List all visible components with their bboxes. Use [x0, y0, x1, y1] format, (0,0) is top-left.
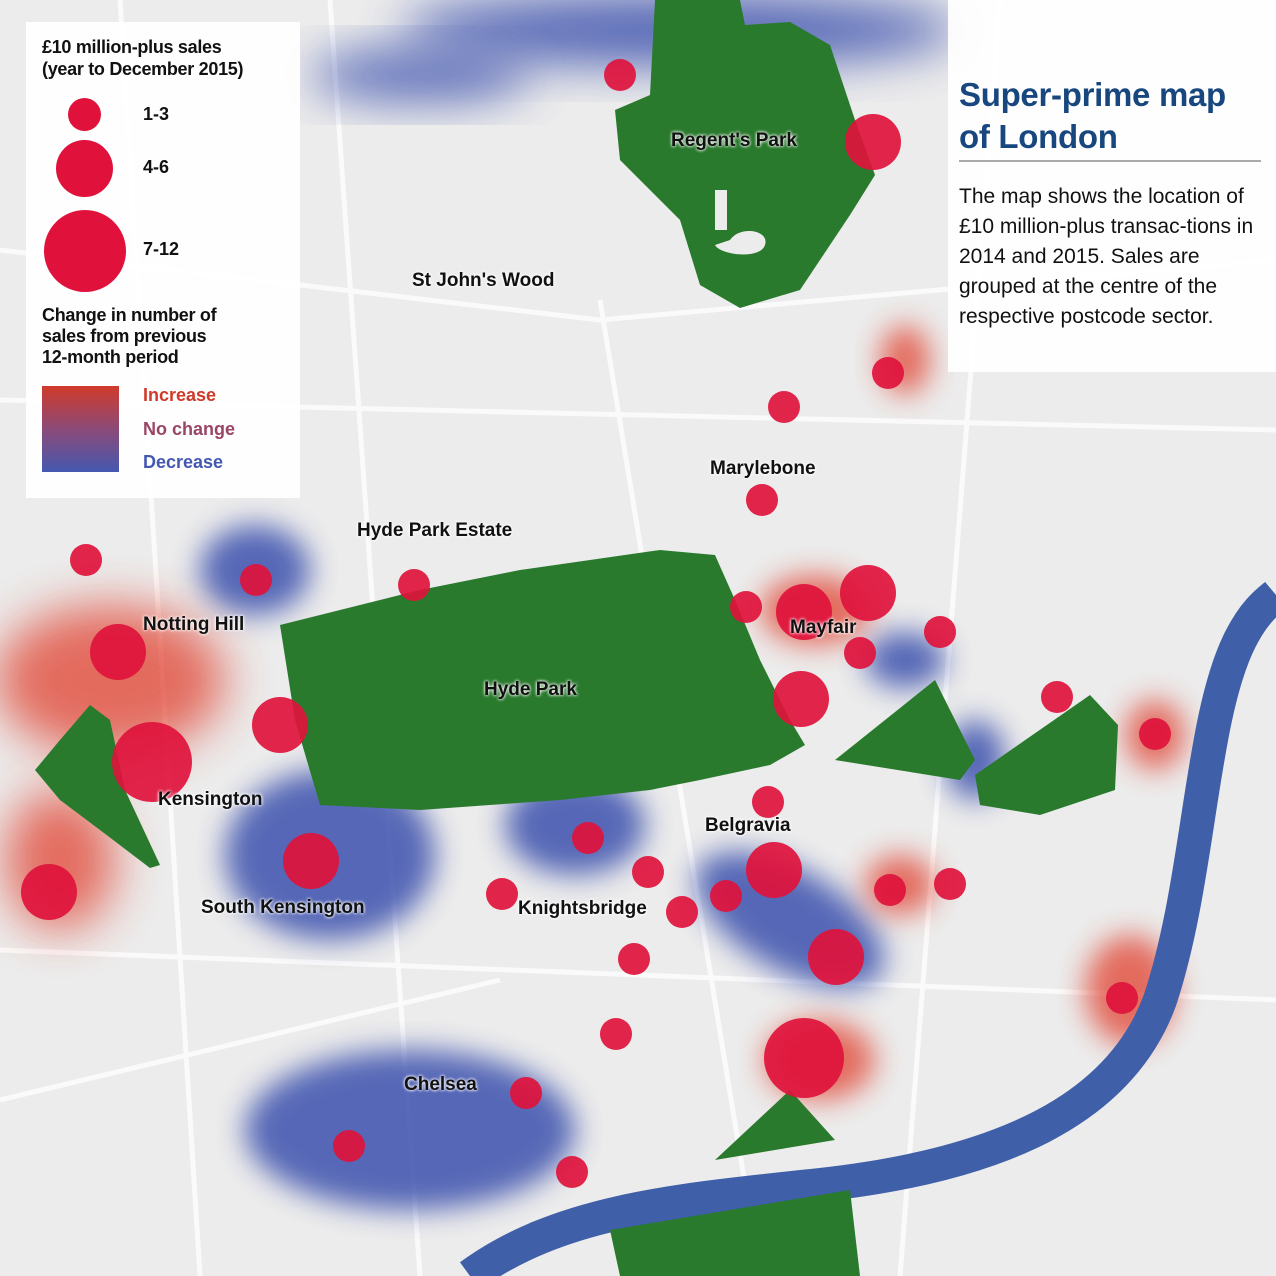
marker-small — [240, 564, 272, 596]
marker-medium — [746, 842, 802, 898]
legend-change-title-3: 12-month period — [42, 347, 179, 367]
battersea-park — [610, 1190, 860, 1276]
description: The map shows the location of £10 millio… — [959, 185, 1254, 328]
marker-small — [874, 874, 906, 906]
legend-change-title-1: Change in number of — [42, 305, 217, 325]
marker-small — [924, 616, 956, 648]
label-chelsea: Chelsea — [404, 1074, 477, 1095]
title-divider — [959, 160, 1261, 162]
marker-medium — [252, 697, 308, 753]
marker-large — [112, 722, 192, 802]
marker-small — [872, 357, 904, 389]
marker-small — [486, 878, 518, 910]
label-regents-park: Regent's Park — [671, 130, 797, 151]
label-hyde-park: Hyde Park — [484, 679, 577, 700]
label-notting-hill: Notting Hill — [143, 614, 245, 635]
legend-size-title-1: £10 million-plus sales — [42, 37, 222, 57]
marker-small — [1139, 718, 1171, 750]
marker-medium — [283, 833, 339, 889]
legend-dot-small — [68, 98, 101, 131]
marker-medium — [776, 584, 832, 640]
marker-medium — [21, 864, 77, 920]
legend-bin-large: 7-12 — [143, 239, 180, 259]
sales-markers — [21, 59, 1171, 1188]
marker-small — [710, 880, 742, 912]
marker-small — [768, 391, 800, 423]
legend-no-change: No change — [143, 419, 236, 439]
marker-small — [752, 786, 784, 818]
river-thames — [459, 581, 1276, 1276]
marker-small — [604, 59, 636, 91]
legend-bin-small: 1-3 — [143, 104, 170, 124]
info-panel: Super-prime map of London The map shows … — [948, 0, 1276, 372]
page-title: Super-prime map of London — [959, 76, 1226, 155]
label-kensington: Kensington — [158, 789, 263, 810]
marker-small — [666, 896, 698, 928]
marker-medium — [840, 565, 896, 621]
legend-gradient — [42, 386, 119, 472]
label-mayfair: Mayfair — [790, 617, 857, 638]
legend-size-title-2: (year to December 2015) — [42, 59, 244, 79]
marker-small — [398, 569, 430, 601]
hyde-park — [280, 550, 805, 810]
marker-small — [632, 856, 664, 888]
marker-small — [70, 544, 102, 576]
marker-small — [572, 822, 604, 854]
legend-change-title-2: sales from previous — [42, 326, 207, 346]
marker-medium — [845, 114, 901, 170]
label-belgravia: Belgravia — [705, 815, 791, 836]
label-hyde-park-estate: Hyde Park Estate — [357, 520, 513, 541]
marker-small — [600, 1018, 632, 1050]
green-park — [835, 680, 975, 780]
label-knightsbridge: Knightsbridge — [518, 898, 647, 919]
marker-medium — [773, 671, 829, 727]
marker-small — [510, 1077, 542, 1109]
parks — [35, 0, 1118, 1276]
st-james-park — [975, 695, 1118, 815]
marker-medium — [808, 929, 864, 985]
marker-small — [1041, 681, 1073, 713]
marker-large — [764, 1018, 844, 1098]
marker-small — [333, 1130, 365, 1162]
royal-hospital-gardens — [715, 1090, 835, 1160]
marker-medium — [90, 624, 146, 680]
regents-park — [615, 0, 875, 308]
legend-dot-large — [44, 210, 126, 292]
marker-small — [934, 868, 966, 900]
legend-dot-medium — [56, 140, 113, 197]
regents-park-lake — [715, 190, 766, 255]
marker-small — [746, 484, 778, 516]
kensington-palace-gardens — [35, 705, 160, 868]
marker-small — [730, 591, 762, 623]
label-st-johns-wood: St John's Wood — [412, 270, 555, 291]
label-marylebone: Marylebone — [710, 458, 816, 479]
legend-decrease: Decrease — [143, 452, 224, 472]
marker-small — [556, 1156, 588, 1188]
legend-increase: Increase — [143, 385, 217, 405]
marker-small — [1106, 982, 1138, 1014]
marker-small — [618, 943, 650, 975]
label-south-kensington: South Kensington — [201, 897, 365, 918]
legend-bin-medium: 4-6 — [143, 157, 170, 177]
legend: £10 million-plus sales (year to December… — [26, 22, 300, 498]
marker-small — [844, 637, 876, 669]
